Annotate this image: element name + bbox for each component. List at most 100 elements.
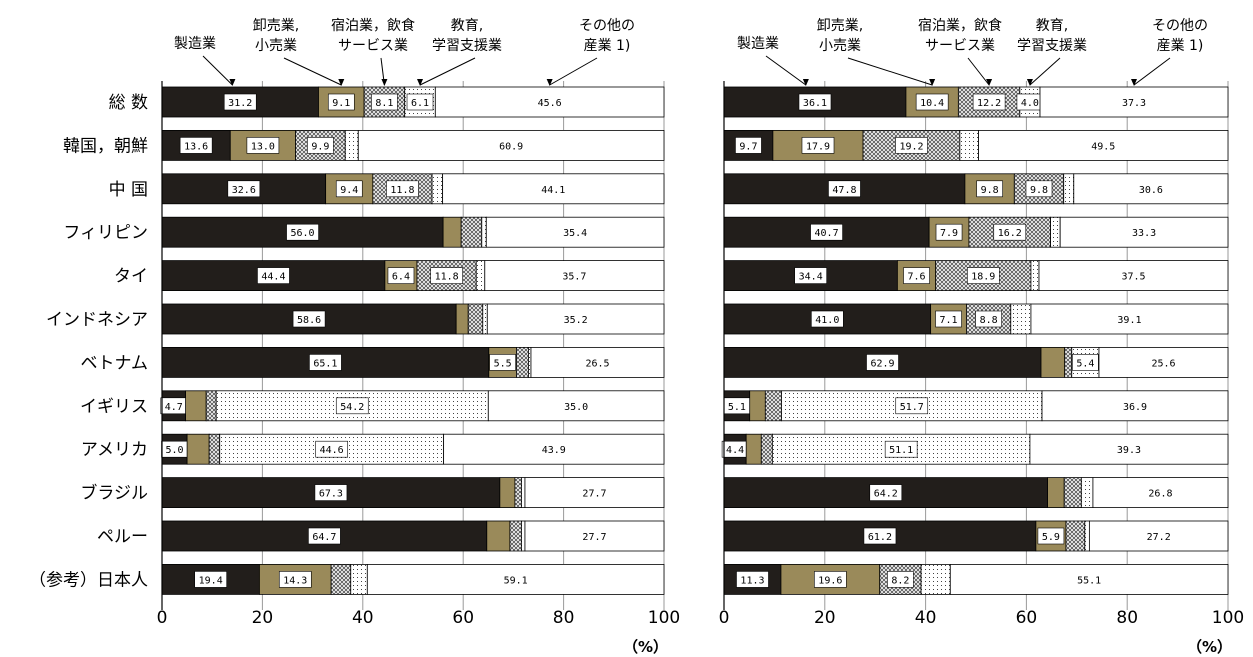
data-label: 67.3	[319, 489, 343, 500]
data-label-box	[489, 354, 516, 371]
bar-segment-s3	[509, 520, 522, 552]
data-label: 55.1	[1077, 575, 1101, 586]
legend-label-s5: その他の	[579, 18, 635, 34]
data-label-box	[887, 571, 914, 588]
data-label: 4.7	[165, 402, 183, 413]
data-label: 9.8	[1030, 185, 1048, 196]
x-tick-label: 20	[814, 608, 836, 628]
data-label: 25.6	[1151, 358, 1175, 369]
data-label: 12.2	[977, 98, 1001, 109]
data-label-box	[1128, 224, 1161, 241]
category-label: 中 国	[109, 180, 148, 200]
bars: 31.2 9.1 8.1 6.1 45.6 13.6 13.0 9.9 60.9 32.6 9.4 1…	[160, 86, 1229, 595]
data-label-box	[895, 397, 929, 415]
data-label: 64.7	[312, 532, 336, 543]
data-label-box	[798, 93, 832, 111]
bar-segment-s3	[1064, 346, 1073, 378]
data-label-box	[559, 224, 592, 241]
x-tick-label: 40	[915, 608, 937, 628]
bar-segment-s3	[467, 303, 484, 335]
data-label-box	[1117, 267, 1150, 284]
data-label-box	[278, 571, 312, 588]
bar-segment-s2	[1040, 346, 1066, 378]
data-label-box	[537, 180, 570, 197]
bar-segment-s4	[431, 173, 444, 205]
data-label-box	[814, 571, 847, 588]
data-label: 45.6	[538, 98, 562, 109]
data-label-box	[1142, 528, 1175, 544]
data-label: 32.6	[232, 185, 256, 196]
data-label: 54.2	[340, 402, 364, 413]
bar-segment-s5	[487, 390, 665, 422]
data-label: 26.5	[585, 358, 609, 369]
bar-segment-s4	[1063, 173, 1075, 205]
data-label-box	[430, 267, 463, 284]
data-label: 5.0	[166, 445, 184, 456]
data-label-box	[314, 484, 348, 501]
data-label: 39.1	[1117, 315, 1141, 326]
data-label-box	[1113, 311, 1146, 327]
data-label: 13.6	[184, 141, 208, 152]
x-tick-label: 0	[157, 608, 168, 628]
legend-label-s3: 宿泊業，飲食	[331, 17, 415, 34]
x-axis: 0 20 40 60 80 100 （%） 0 20 40 60 80 100 （%）	[157, 81, 1244, 656]
data-label: 36.1	[803, 98, 827, 109]
legend-pointer-s4	[1029, 57, 1061, 86]
data-label-box	[371, 93, 398, 111]
bar-segment-s4	[1050, 216, 1061, 248]
data-label: 56.0	[291, 228, 315, 239]
legend-label-s2: 小売業	[255, 38, 297, 54]
bar-segment-s4	[521, 520, 526, 552]
bar-segment-s4	[344, 129, 359, 161]
data-label-box	[578, 484, 611, 501]
data-label: 44.4	[261, 272, 285, 283]
legend-arrowhead-s4	[1026, 79, 1033, 86]
bar-segment-s3	[516, 346, 529, 378]
data-label: 30.6	[1139, 185, 1163, 196]
data-label-box	[315, 440, 348, 458]
data-label: 8.2	[891, 575, 909, 586]
data-label-box	[801, 137, 835, 154]
data-label: 10.4	[920, 98, 944, 109]
bar-segment-s3	[330, 564, 352, 595]
data-label: 36.9	[1123, 402, 1147, 413]
data-label-box	[811, 310, 844, 328]
data-label: 26.8	[1148, 489, 1172, 500]
data-label: 41.0	[815, 315, 839, 326]
data-label: 18.9	[971, 272, 995, 283]
data-label: 59.1	[504, 575, 528, 586]
data-label: 37.3	[1122, 98, 1146, 109]
data-label: 5.5	[494, 358, 512, 369]
legend-label-s2: 卸売業,	[817, 18, 863, 34]
data-label-box	[967, 267, 1000, 284]
data-label: 49.5	[1091, 141, 1115, 152]
x-tick-label: 0	[719, 608, 730, 628]
data-label-box	[257, 267, 290, 284]
data-label-box	[1072, 354, 1099, 371]
bar-segment-s4	[920, 564, 951, 595]
data-label-box	[935, 310, 962, 328]
legend-pointer-s5	[1133, 57, 1171, 86]
data-label: 65.1	[313, 358, 337, 369]
bar-segment-s3	[1065, 520, 1086, 552]
legend-arrowhead-s2	[338, 79, 345, 86]
data-label-box	[327, 93, 355, 111]
legend-pointer-s3	[967, 57, 990, 86]
data-label-box	[1112, 441, 1145, 458]
legend-pointer-s2	[847, 57, 933, 86]
data-label-box	[895, 137, 928, 154]
category-label: イギリス	[80, 397, 148, 417]
bar-segment-s4	[521, 477, 526, 509]
bar-segment-s5	[484, 260, 665, 292]
category-label: ペルー	[97, 527, 148, 547]
data-label-box	[1118, 94, 1151, 110]
data-label: 9.8	[981, 185, 999, 196]
legend-arrowhead-s5	[1131, 79, 1138, 86]
data-label-box	[976, 180, 1003, 198]
data-label-box	[1119, 397, 1152, 414]
data-label-box	[581, 354, 614, 371]
x-tick-label: 80	[1116, 608, 1138, 628]
data-label-box	[1025, 180, 1053, 198]
data-label: 11.8	[390, 185, 414, 196]
